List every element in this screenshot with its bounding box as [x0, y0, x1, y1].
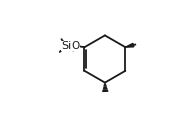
Text: O: O [72, 41, 80, 51]
Text: Si: Si [61, 41, 71, 51]
Polygon shape [125, 43, 134, 47]
